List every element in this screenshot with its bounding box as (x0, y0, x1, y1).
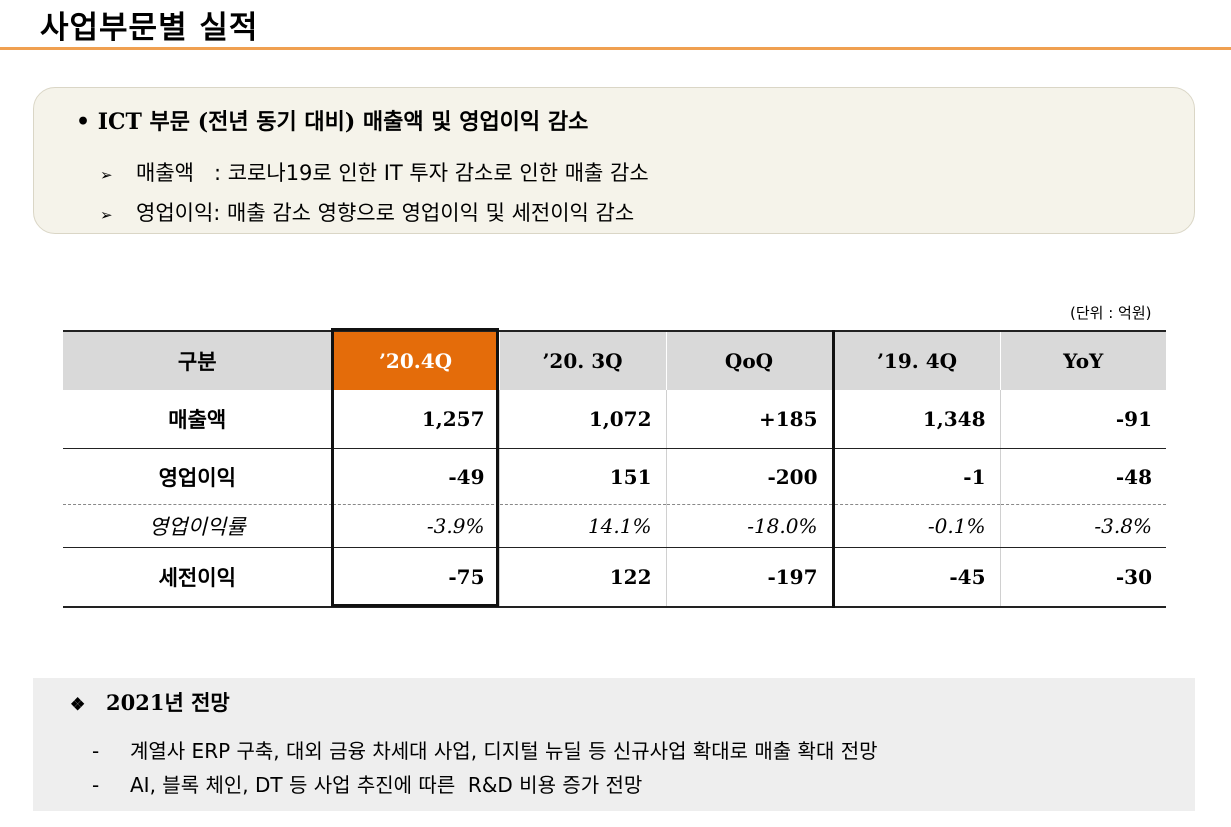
table-cell: 122 (498, 547, 666, 608)
outlook-item: - 계열사 ERP 구축, 대외 금융 차세대 사업, 디지털 뉴딜 등 신규사업… (92, 735, 878, 764)
summary-item: ➢ 매출액 : 코로나19로 인한 IT 투자 감소로 인한 매출 감소 (100, 157, 649, 187)
column-header: QoQ (665, 330, 833, 390)
summary-item-text: 영업이익: 매출 감소 영향으로 영업이익 및 세전이익 감소 (136, 201, 635, 225)
table-cell: -48 (999, 448, 1166, 505)
table-cell: -91 (999, 390, 1166, 449)
arrow-bullet-icon: ➢ (100, 206, 113, 224)
table-cell: -0.1% (831, 504, 1000, 548)
table-cell: -30 (999, 547, 1166, 608)
dash-bullet: - (92, 739, 100, 763)
summary-item: ➢ 영업이익: 매출 감소 영향으로 영업이익 및 세전이익 감소 (100, 197, 634, 227)
column-header-highlighted: ’20.4Q (331, 330, 499, 390)
dash-bullet: - (92, 773, 100, 797)
summary-box (33, 87, 1195, 234)
column-header: YoY (999, 330, 1166, 390)
table-cell: 14.1% (498, 504, 666, 548)
row-label: 세전이익 (63, 547, 332, 608)
outlook-heading-text: 2021년 전망 (106, 690, 230, 715)
row-label: 영업이익 (63, 448, 332, 505)
unit-label: (단위 : 억원) (1070, 304, 1152, 322)
performance-table: 구분 ’20.4Q ’20. 3Q QoQ ’19. 4Q YoY 매출액 1,… (63, 330, 1166, 608)
table-row: 세전이익 -75 122 -197 -45 -30 (63, 547, 1166, 608)
table-row: 영업이익 -49 151 -200 -1 -48 (63, 448, 1166, 505)
arrow-bullet-icon: ➢ (100, 166, 113, 184)
column-header: ’19. 4Q (831, 330, 1000, 390)
table-cell: -75 (331, 547, 499, 608)
outlook-box (33, 678, 1195, 811)
table-cell: -18.0% (665, 504, 833, 548)
summary-item-text: 매출액 : 코로나19로 인한 IT 투자 감소로 인한 매출 감소 (136, 161, 649, 185)
outlook-heading: ❖ 2021년 전망 (70, 687, 230, 717)
page-title: 사업부문별 실적 (40, 10, 259, 46)
table-cell: -197 (665, 547, 833, 608)
table-row: 매출액 1,257 1,072 +185 1,348 -91 (63, 390, 1166, 449)
table-cell: -200 (665, 448, 833, 505)
table-cell: -1 (831, 448, 1000, 505)
table-cell: -49 (331, 448, 499, 505)
table-cell: 1,257 (331, 390, 499, 449)
table-cell: -3.8% (999, 504, 1166, 548)
table-cell: +185 (665, 390, 833, 449)
table-cell: 151 (498, 448, 666, 505)
table-row: 영업이익률 -3.9% 14.1% -18.0% -0.1% -3.8% (63, 504, 1166, 548)
table-cell: 1,348 (831, 390, 1000, 449)
table-cell: -45 (831, 547, 1000, 608)
outlook-item-text: AI, 블록 체인, DT 등 사업 추진에 따른 R&D 비용 증가 전망 (130, 773, 643, 797)
diamond-bullet-icon: ❖ (70, 695, 86, 715)
outlook-item: - AI, 블록 체인, DT 등 사업 추진에 따른 R&D 비용 증가 전망 (92, 769, 642, 798)
outlook-item-text: 계열사 ERP 구축, 대외 금융 차세대 사업, 디지털 뉴딜 등 신규사업 … (130, 739, 878, 763)
row-label: 영업이익률 (63, 504, 332, 548)
table-cell: -3.9% (331, 504, 499, 548)
title-divider (0, 47, 1231, 50)
column-header: 구분 (63, 330, 332, 390)
column-header: ’20. 3Q (498, 330, 666, 390)
summary-heading: • ICT 부문 (전년 동기 대비) 매출액 및 영업이익 감소 (76, 109, 589, 135)
table-header-row: 구분 ’20.4Q ’20. 3Q QoQ ’19. 4Q YoY (63, 330, 1166, 390)
table-cell: 1,072 (498, 390, 666, 449)
row-label: 매출액 (63, 390, 332, 449)
